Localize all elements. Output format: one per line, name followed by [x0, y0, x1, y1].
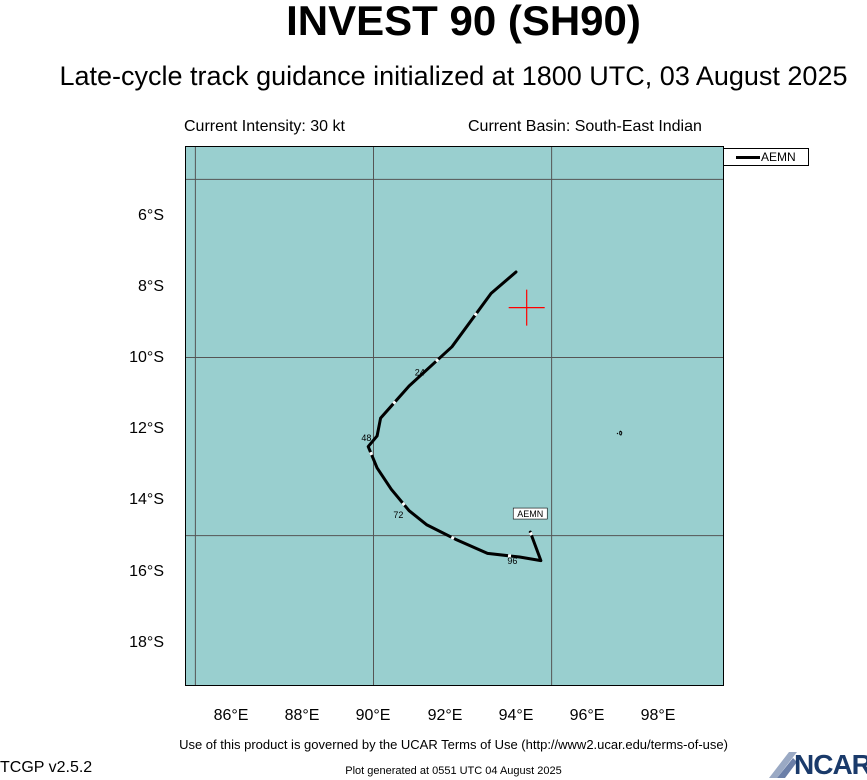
lat-label-18s: 18°S — [129, 634, 164, 651]
track-hour-label: 72 — [393, 510, 403, 520]
chart-subtitle: Late-cycle track guidance initialized at… — [59, 61, 848, 91]
ncar-logo: NCAR — [767, 748, 867, 780]
lat-label-8s: 8°S — [138, 278, 164, 295]
lon-label-92e: 92°E — [427, 707, 463, 724]
track-hour-label: 96 — [507, 556, 517, 566]
lon-label-98e: 98°E — [640, 707, 676, 724]
lat-label-16s: 16°S — [129, 563, 164, 580]
lat-label-14s: 14°S — [129, 491, 164, 508]
legend: AEMN — [723, 148, 809, 166]
map-canvas: 24 48 72 96 AEMN — [186, 147, 723, 685]
track-end-tag: AEMN — [517, 509, 543, 519]
track-map: 24 48 72 96 AEMN — [185, 146, 724, 686]
current-intensity: Current Intensity: 30 kt — [184, 118, 345, 135]
lon-label-86e: 86°E — [213, 707, 249, 724]
chart-title: INVEST 90 (SH90) — [286, 0, 641, 44]
lon-label-94e: 94°E — [498, 707, 534, 724]
ncar-logo-text: NCAR — [794, 749, 867, 780]
ncar-logo-mark-icon — [769, 752, 797, 778]
legend-label-aemn: AEMN — [761, 150, 796, 164]
current-basin: Current Basin: South-East Indian — [468, 118, 702, 135]
lat-label-6s: 6°S — [138, 207, 164, 224]
track-line-aemn — [366, 270, 543, 563]
track-end-tag-box — [512, 507, 548, 520]
track-hour-label: 24 — [415, 367, 425, 377]
lat-label-10s: 10°S — [129, 349, 164, 366]
track-hour-label: 48 — [361, 433, 371, 443]
software-version: TCGP v2.5.2 — [0, 759, 93, 776]
terms-of-use: Use of this product is governed by the U… — [179, 737, 728, 752]
plot-generated-time: Plot generated at 0551 UTC 04 August 202… — [345, 765, 562, 777]
lon-label-90e: 90°E — [355, 707, 391, 724]
legend-swatch-aemn — [736, 156, 760, 159]
island-outline — [616, 430, 623, 436]
lon-label-88e: 88°E — [284, 707, 320, 724]
lon-label-96e: 96°E — [569, 707, 605, 724]
lat-label-12s: 12°S — [129, 420, 164, 437]
